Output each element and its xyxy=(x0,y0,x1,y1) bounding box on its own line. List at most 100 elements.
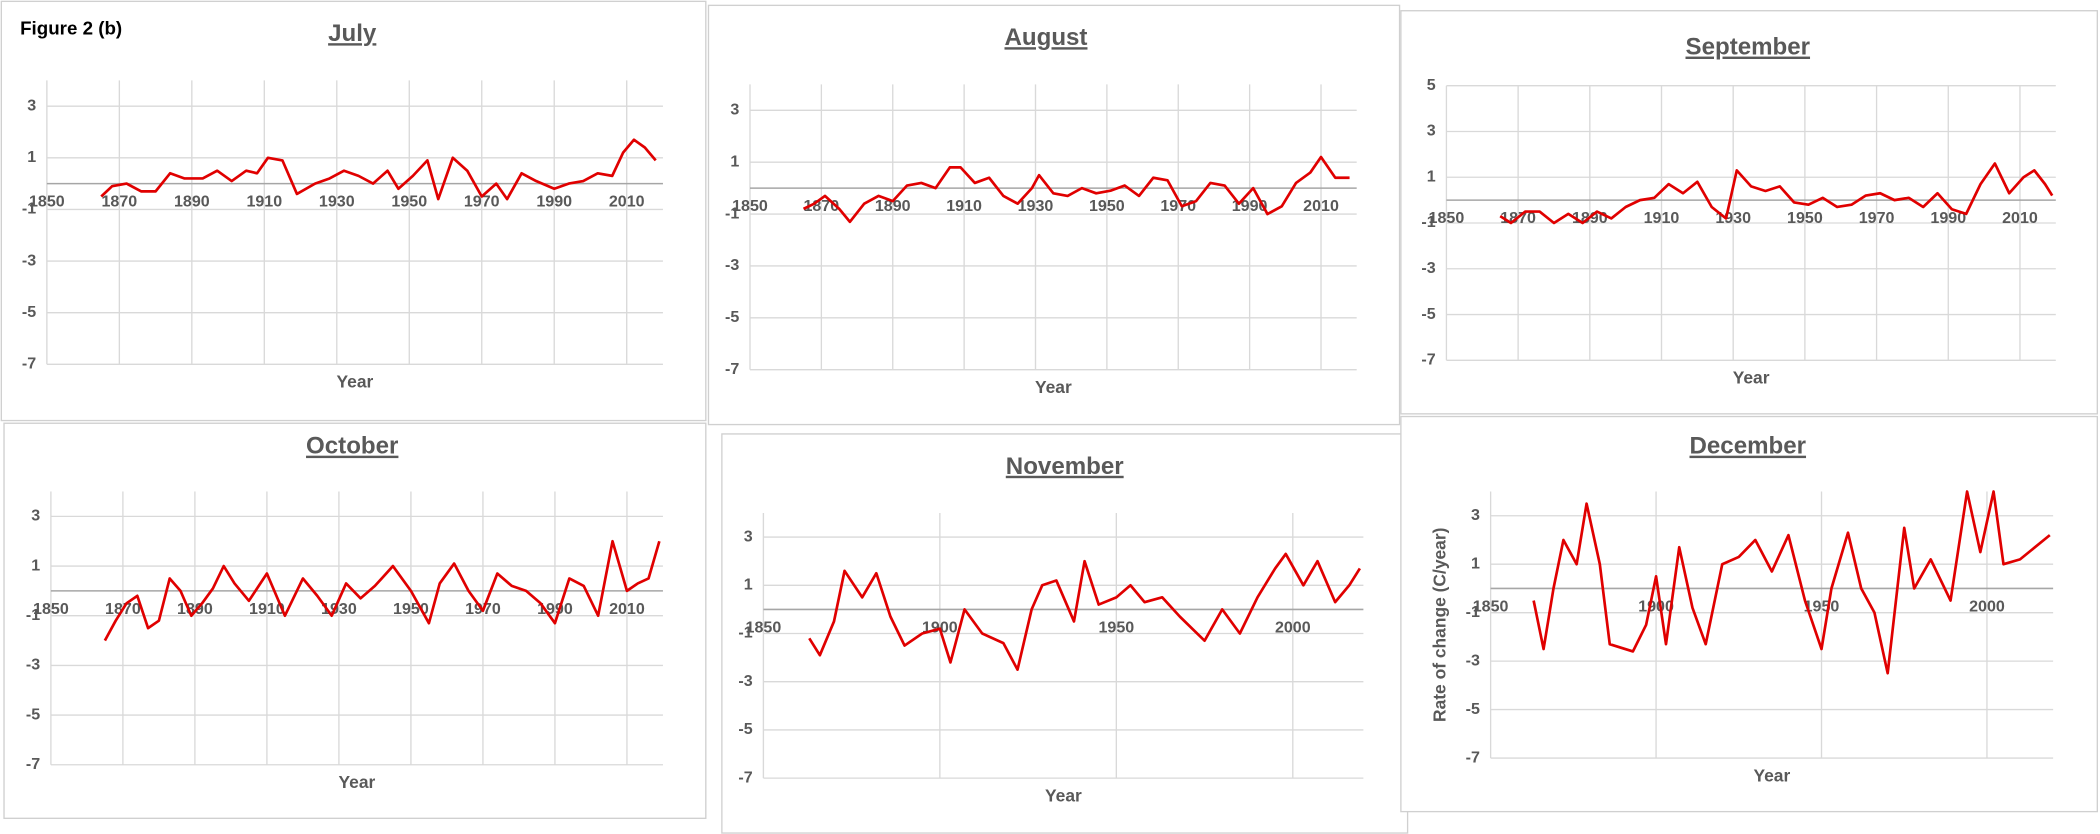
x-tick-label: 2010 xyxy=(2002,209,2038,227)
x-tick-label: 1950 xyxy=(1787,209,1823,227)
x-tick-label: 1930 xyxy=(319,193,355,211)
chart-title: July xyxy=(328,20,377,47)
x-tick-label: 1900 xyxy=(1638,597,1674,615)
y-tick-label: -1 xyxy=(26,606,40,624)
chart-title: August xyxy=(1004,24,1087,51)
x-axis-label: Year xyxy=(1753,765,1790,785)
y-axis-label: Rate of change (C/year) xyxy=(1430,528,1450,722)
x-tick-label: 1890 xyxy=(174,193,210,211)
y-tick-label: -1 xyxy=(1466,603,1480,621)
y-tick-label: 1 xyxy=(730,152,739,170)
y-tick-label: 1 xyxy=(27,148,36,166)
x-tick-label: 1850 xyxy=(1429,209,1465,227)
panel-frame xyxy=(3,422,707,819)
x-tick-label: 1910 xyxy=(946,197,982,215)
x-axis-label: Year xyxy=(339,772,376,792)
panel-frame xyxy=(1400,415,2098,813)
y-tick-label: -1 xyxy=(725,204,739,222)
x-tick-label: 1850 xyxy=(1473,597,1509,615)
y-tick-label: -1 xyxy=(1421,213,1435,231)
y-tick-label: -5 xyxy=(1466,700,1480,718)
chart-panel: 3 1 -1 -3 -5 -7 1850 1870 1890 1910 1930 1950 1970 19… xyxy=(0,0,707,422)
x-tick-label: 1930 xyxy=(1018,197,1054,215)
y-tick-label: -7 xyxy=(1421,351,1435,369)
y-tick-label: 3 xyxy=(27,96,36,114)
panel-frame xyxy=(0,0,707,422)
x-tick-label: 1870 xyxy=(101,193,137,211)
y-tick-label: -3 xyxy=(738,672,752,690)
data-line xyxy=(1499,162,2054,225)
y-tick-label: 3 xyxy=(730,101,739,119)
x-tick-label: 1890 xyxy=(875,197,911,215)
data-line xyxy=(802,155,1350,224)
chart-title: December xyxy=(1690,433,1807,460)
y-tick-label: -5 xyxy=(1421,305,1435,323)
y-tick-label: 1 xyxy=(744,576,753,594)
y-tick-label: -3 xyxy=(1421,259,1435,277)
x-tick-label: 2000 xyxy=(1275,618,1311,636)
x-tick-label: 1850 xyxy=(29,193,65,211)
x-tick-label: 1990 xyxy=(537,600,573,618)
x-tick-label: 1950 xyxy=(1098,618,1134,636)
y-tick-label: 3 xyxy=(31,507,40,525)
y-tick-label: -1 xyxy=(738,624,752,642)
x-tick-label: 1970 xyxy=(1859,209,1895,227)
x-tick-label: 1970 xyxy=(464,193,500,211)
y-tick-label: 3 xyxy=(1427,122,1436,140)
y-tick-label: 1 xyxy=(1471,554,1480,572)
x-axis-label: Year xyxy=(1035,377,1072,397)
x-tick-label: 1890 xyxy=(177,600,213,618)
x-tick-label: 1910 xyxy=(249,600,285,618)
y-tick-label: -3 xyxy=(22,251,36,269)
y-tick-label: -3 xyxy=(1466,651,1480,669)
x-tick-label: 1910 xyxy=(246,193,282,211)
data-line xyxy=(103,539,661,642)
y-tick-label: 1 xyxy=(31,556,40,574)
x-tick-label: 1970 xyxy=(1160,197,1196,215)
panel-frame xyxy=(1400,10,2098,415)
x-axis-label: Year xyxy=(1733,368,1770,388)
y-tick-label: -7 xyxy=(738,768,752,786)
y-tick-label: -7 xyxy=(22,355,36,373)
x-tick-label: 1850 xyxy=(746,618,782,636)
y-tick-label: -5 xyxy=(22,303,36,321)
x-tick-label: 2010 xyxy=(1303,197,1339,215)
chart-title: September xyxy=(1686,34,1811,61)
data-line xyxy=(1532,490,2051,675)
x-tick-label: 1850 xyxy=(732,197,768,215)
x-tick-label: 1910 xyxy=(1644,209,1680,227)
x-tick-label: 1930 xyxy=(1715,209,1751,227)
y-tick-label: 3 xyxy=(1471,506,1480,524)
chart-title: October xyxy=(306,433,399,460)
y-tick-label: -5 xyxy=(738,720,752,738)
y-tick-label: -5 xyxy=(26,705,40,723)
x-tick-label: 2000 xyxy=(1969,597,2005,615)
y-tick-label: -3 xyxy=(26,656,40,674)
x-tick-label: 1990 xyxy=(536,193,572,211)
x-tick-label: 1950 xyxy=(1089,197,1125,215)
data-line xyxy=(808,552,1361,671)
y-tick-label: 5 xyxy=(1427,76,1436,94)
y-tick-label: -3 xyxy=(725,256,739,274)
y-tick-label: -1 xyxy=(22,200,36,218)
x-tick-label: 2010 xyxy=(609,193,645,211)
x-tick-label: 1850 xyxy=(33,600,69,618)
figure-label: Figure 2 (b) xyxy=(20,17,122,38)
x-tick-label: 1950 xyxy=(391,193,427,211)
x-axis-label: Year xyxy=(337,372,374,392)
y-tick-label: -7 xyxy=(26,755,40,773)
data-line xyxy=(100,138,657,201)
chart-title: November xyxy=(1006,453,1124,480)
x-axis-label: Year xyxy=(1045,785,1082,805)
panel-frame xyxy=(707,4,1401,426)
y-tick-label: -5 xyxy=(725,308,739,326)
y-tick-label: -7 xyxy=(725,360,739,378)
y-tick-label: 3 xyxy=(744,527,753,545)
